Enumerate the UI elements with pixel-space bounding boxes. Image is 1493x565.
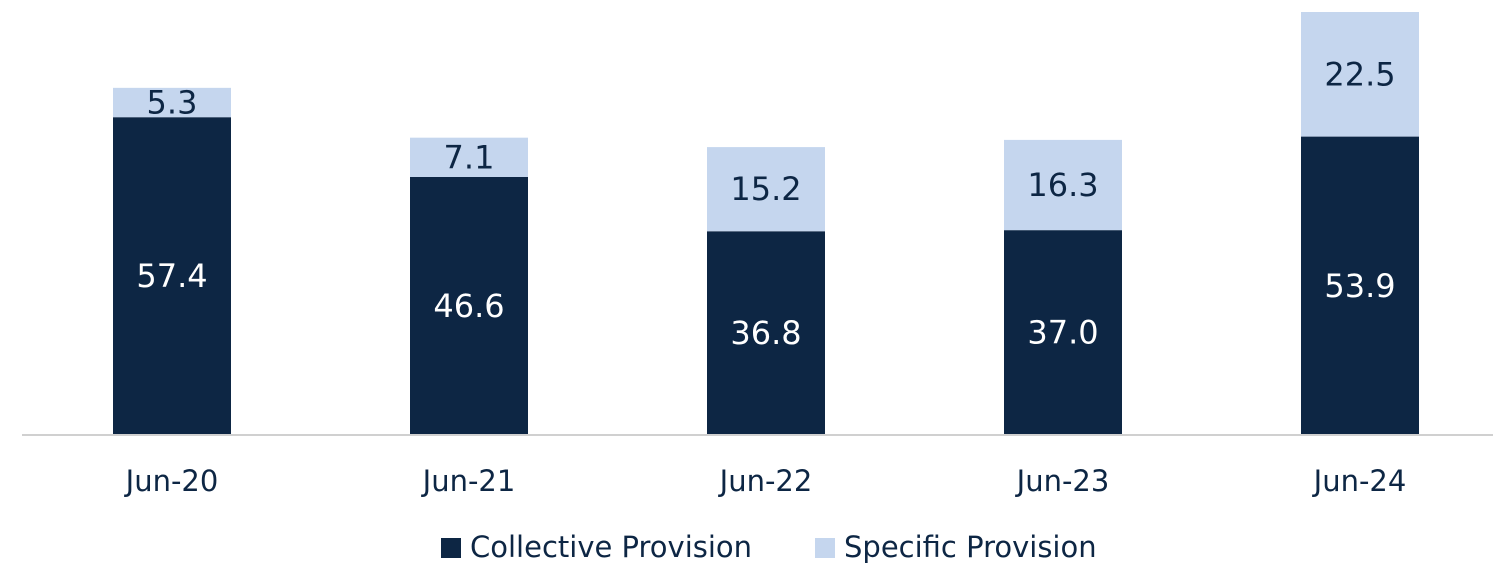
legend-label: Specific Provision xyxy=(844,530,1097,564)
x-tick-label: Jun-22 xyxy=(718,464,813,498)
x-tick-label: Jun-24 xyxy=(1312,464,1407,498)
value-label: 16.3 xyxy=(1027,166,1098,204)
value-label: 46.6 xyxy=(433,287,504,325)
legend-swatch xyxy=(441,538,461,558)
value-label: 15.2 xyxy=(730,170,801,208)
bar-segment xyxy=(1301,136,1419,436)
legend-label: Collective Provision xyxy=(470,530,752,564)
bar-segment xyxy=(1004,139,1122,231)
legend-swatch xyxy=(815,538,835,558)
value-label: 37.0 xyxy=(1027,314,1098,352)
bar-segment xyxy=(113,117,231,435)
x-tick-label: Jun-23 xyxy=(1015,464,1110,498)
bar-segment xyxy=(410,137,528,177)
x-tick-label: Jun-21 xyxy=(421,464,516,498)
bar-segment xyxy=(113,87,231,118)
bar-segment xyxy=(410,176,528,436)
bar-segment xyxy=(1301,12,1419,137)
value-label: 22.5 xyxy=(1324,55,1395,93)
value-label: 5.3 xyxy=(147,84,198,122)
value-label: 57.4 xyxy=(136,257,207,295)
bar-segment xyxy=(707,147,825,232)
value-label: 53.9 xyxy=(1324,267,1395,305)
x-tick-label: Jun-20 xyxy=(124,464,219,498)
value-label: 36.8 xyxy=(730,314,801,352)
bar-segment xyxy=(707,231,825,435)
bar-segment xyxy=(1004,230,1122,435)
value-label: 7.1 xyxy=(444,138,495,176)
